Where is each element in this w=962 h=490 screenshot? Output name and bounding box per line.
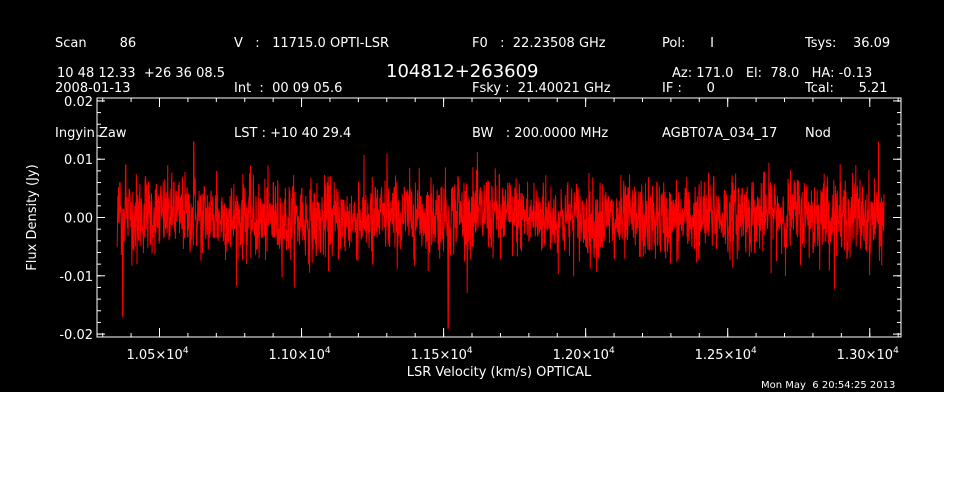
plot-timestamp: Mon May 6 20:54:25 2013: [761, 380, 896, 391]
y-tick-label: 0.00: [64, 212, 93, 227]
tsys-line: Tsys: 36.09: [805, 36, 891, 51]
header-col-tsys: Tsys: 36.09 Tcal: 5.21 Nod: [805, 6, 890, 171]
sky-frequency-line: Fsky : 21.40021 GHz: [472, 81, 611, 96]
velocity-line: V : 11715.0 OPTI-LSR: [234, 36, 390, 51]
pol-line: Pol: I: [662, 36, 714, 51]
x-axis-label: LSR Velocity (km/s) OPTICAL: [407, 365, 592, 380]
date-line: 2008-01-13: [55, 81, 131, 96]
integration-line: Int : 00 09 05.6: [234, 81, 343, 96]
x-axis: 1.05×104 1.10×104 1.15×104 1.20×104 1.25×104…: [102, 98, 899, 363]
source-coordinates: 10 48 12.33 +26 36 08.5: [57, 66, 226, 81]
y-tick-label: -0.02: [59, 328, 93, 343]
header-col-polarization: Pol: I IF : 0 AGBT07A_034_17: [662, 6, 777, 171]
plot-panel: Scan 86 2008-01-13 Ingyin Zaw V : 11715.…: [0, 0, 944, 392]
y-tick-label: -0.01: [59, 270, 93, 285]
y-tick-label: 0.01: [64, 153, 93, 168]
mode-line: Nod: [805, 126, 831, 141]
y-tick-label: 0.02: [64, 95, 93, 110]
tcal-line: Tcal: 5.21: [805, 81, 888, 96]
x-tick-label: 1.30×104: [837, 346, 899, 363]
scan-line: Scan 86: [55, 36, 137, 51]
y-axis: 0.02 0.01 0.00 -0.01 -0.02: [59, 95, 901, 343]
spectrum-chart: 1.05×104 1.10×104 1.15×104 1.20×104 1.25×104…: [25, 95, 902, 380]
x-tick-label: 1.15×104: [411, 346, 473, 363]
x-tick-label: 1.20×104: [553, 346, 615, 363]
y-axis-label: Flux Density (Jy): [25, 164, 40, 270]
x-tick-label: 1.05×104: [126, 346, 188, 363]
x-tick-label: 1.25×104: [695, 346, 757, 363]
lst-line: LST : +10 40 29.4: [234, 126, 352, 141]
spectrum-trace: [116, 141, 885, 329]
bandwidth-line: BW : 200.0000 MHz: [472, 126, 609, 141]
source-name: 104812+263609: [386, 61, 539, 82]
rest-frequency-line: F0 : 22.23508 GHz: [472, 36, 606, 51]
observer-line: Ingyin Zaw: [55, 126, 127, 141]
if-line: IF : 0: [662, 81, 715, 96]
header-col-velocity: V : 11715.0 OPTI-LSR Int : 00 09 05.6 LS…: [234, 6, 389, 171]
project-line: AGBT07A_034_17: [662, 126, 778, 141]
x-tick-label: 1.10×104: [268, 346, 330, 363]
header-col-frequency: F0 : 22.23508 GHz Fsky : 21.40021 GHz BW…: [472, 6, 611, 171]
trace-group: [116, 141, 885, 329]
az-el-ha: Az: 171.0 El: 78.0 HA: -0.13: [672, 66, 873, 81]
header-col-scan: Scan 86 2008-01-13 Ingyin Zaw: [55, 6, 136, 171]
